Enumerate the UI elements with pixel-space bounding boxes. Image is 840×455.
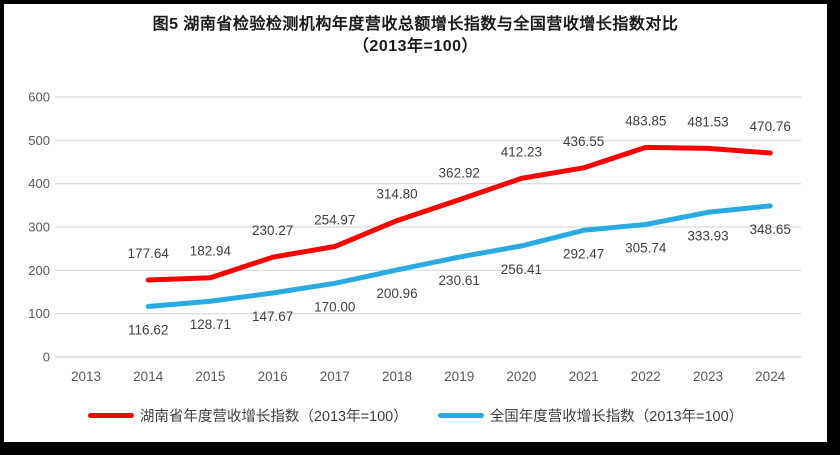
x-tick-label: 2024 <box>755 369 786 384</box>
data-label: 481.53 <box>687 114 728 129</box>
legend-label-hunan: 湖南省年度营收增长指数（2013年=100） <box>139 409 408 425</box>
data-label: 483.85 <box>625 113 666 128</box>
line-chart-plot-area: 0 100 200 300 400 500 600 2013 2014 2015 2016 2017 2… <box>28 90 801 384</box>
legend-item-national: 全国年度营收增长指数（2013年=100） <box>437 405 744 426</box>
y-tick-label: 500 <box>28 133 50 148</box>
x-tick-label: 2019 <box>444 369 474 384</box>
data-label: 128.71 <box>190 317 231 332</box>
data-label: 230.61 <box>439 273 480 288</box>
chart-legend: 湖南省年度营收增长指数（2013年=100） 全国年度营收增长指数（2013年=… <box>4 405 827 426</box>
x-tick-label: 2023 <box>693 369 723 384</box>
y-tick-label: 400 <box>28 176 50 191</box>
data-label: 147.67 <box>252 309 293 324</box>
data-label: 362.92 <box>439 166 480 181</box>
series-line-1 <box>145 203 773 309</box>
y-tick-label: 200 <box>28 263 50 278</box>
data-label: 170.00 <box>314 299 355 314</box>
y-tick-label: 300 <box>28 220 50 235</box>
data-label: 348.65 <box>750 222 791 237</box>
x-tick-label: 2017 <box>320 369 350 384</box>
data-label: 333.93 <box>687 228 728 243</box>
legend-label-national: 全国年度营收增长指数（2013年=100） <box>489 409 744 425</box>
chart-canvas: 图5 湖南省检验检测机构年度营收总额增长指数与全国营收增长指数对比 （2013年… <box>4 4 827 442</box>
data-label: 230.27 <box>252 223 293 238</box>
data-label: 116.62 <box>128 322 168 337</box>
data-label: 254.97 <box>314 213 355 228</box>
data-label: 256.41 <box>501 262 542 277</box>
series-line-0 <box>145 144 773 283</box>
x-tick-label: 2022 <box>631 369 661 384</box>
data-label: 305.74 <box>625 241 667 256</box>
data-label: 177.64 <box>128 246 170 261</box>
data-label: 182.94 <box>190 244 232 259</box>
chart-title-line2: （2013年=100） <box>352 38 479 55</box>
x-tick-label: 2016 <box>258 369 288 384</box>
y-tick-label: 0 <box>43 350 50 365</box>
data-label: 314.80 <box>376 187 417 202</box>
data-label: 412.23 <box>501 144 542 159</box>
x-tick-label: 2021 <box>569 369 599 384</box>
data-label: 292.47 <box>563 246 604 261</box>
legend-item-hunan: 湖南省年度营收增长指数（2013年=100） <box>87 405 408 426</box>
data-label: 200.96 <box>376 286 417 301</box>
x-tick-label: 2020 <box>506 369 536 384</box>
x-tick-label: 2013 <box>71 369 101 384</box>
x-tick-label: 2014 <box>133 369 164 384</box>
chart-title-line1: 图5 湖南省检验检测机构年度营收总额增长指数与全国营收增长指数对比 <box>152 16 679 33</box>
y-tick-label: 600 <box>28 90 50 105</box>
y-tick-label: 100 <box>28 306 50 321</box>
x-tick-label: 2018 <box>382 369 412 384</box>
x-tick-label: 2015 <box>195 369 225 384</box>
chart-title: 图5 湖南省检验检测机构年度营收总额增长指数与全国营收增长指数对比 （2013年… <box>4 14 827 58</box>
data-label: 470.76 <box>750 119 791 134</box>
data-label: 436.55 <box>563 134 604 149</box>
legend-swatch-hunan <box>87 413 134 418</box>
legend-swatch-national <box>437 413 484 418</box>
